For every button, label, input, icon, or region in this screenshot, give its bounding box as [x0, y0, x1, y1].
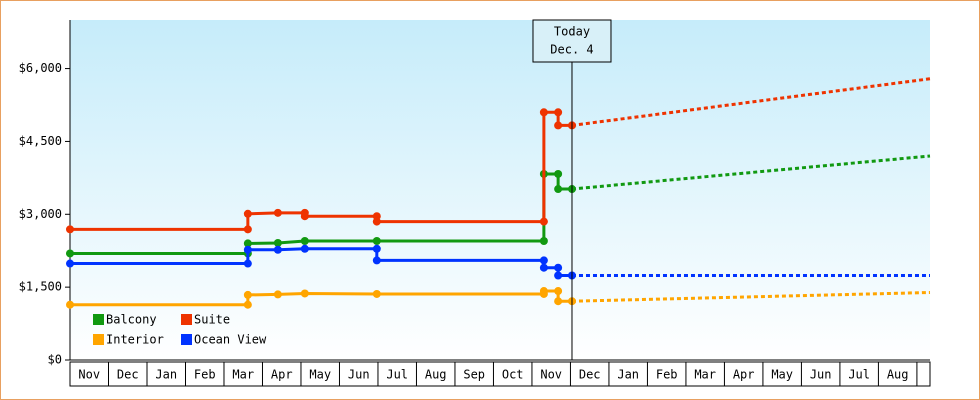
price-point	[273, 290, 282, 299]
x-axis-box	[69, 361, 931, 387]
x-tick-label: Nov	[78, 368, 100, 382]
x-tick-label: Jan	[617, 368, 639, 382]
price-point	[539, 108, 548, 117]
price-point	[554, 108, 563, 117]
x-tick-label: Feb	[656, 368, 678, 382]
price-point	[539, 287, 548, 296]
price-point	[243, 239, 252, 248]
legend-swatch	[93, 314, 104, 325]
x-tick-label: Jul	[386, 368, 408, 382]
legend-swatch	[181, 334, 192, 345]
price-point	[554, 271, 563, 280]
y-tick-label: $6,000	[19, 61, 62, 75]
y-tick-label: $1,500	[19, 280, 62, 294]
price-point	[243, 290, 252, 299]
price-point	[300, 244, 309, 253]
price-point	[539, 217, 548, 226]
today-box	[532, 19, 612, 63]
price-point	[243, 209, 252, 218]
plot-background	[70, 20, 930, 360]
price-point	[243, 245, 252, 254]
price-point	[539, 237, 548, 245]
x-tick-label: Sep	[463, 368, 485, 382]
price-point	[372, 256, 381, 265]
price-point	[372, 237, 381, 245]
price-point	[554, 121, 563, 130]
legend-swatch	[93, 334, 104, 345]
price-point	[554, 185, 563, 194]
price-point	[372, 244, 381, 253]
price-point	[372, 289, 381, 298]
x-tick-label: Jun	[810, 368, 832, 382]
x-tick-label: Jan	[155, 368, 177, 382]
price-point	[554, 169, 563, 178]
x-tick-label: Dec	[117, 368, 139, 382]
price-point	[273, 208, 282, 217]
price-point	[372, 217, 381, 226]
price-point	[66, 259, 74, 268]
price-point	[300, 212, 309, 221]
price-point	[243, 259, 252, 268]
legend-swatch	[181, 314, 192, 325]
x-tick-label: Nov	[540, 368, 562, 382]
x-tick-label: Dec	[579, 368, 601, 382]
legend-label: Interior	[106, 333, 164, 347]
x-tick-label: Jul	[848, 368, 870, 382]
x-tick-label: Jun	[348, 368, 370, 382]
legend-label: Balcony	[106, 313, 157, 327]
x-tick-label: Oct	[502, 368, 524, 382]
price-point	[300, 237, 309, 245]
price-point	[539, 263, 548, 272]
x-tick-label: Mar	[232, 368, 254, 382]
price-point	[539, 256, 548, 265]
y-tick-label: $4,500	[19, 134, 62, 148]
price-point	[66, 300, 74, 309]
y-tick-label: $3,000	[19, 207, 62, 221]
forecast-line	[571, 154, 931, 191]
legend-label: Ocean View	[194, 333, 267, 347]
x-tick-label: Feb	[194, 368, 216, 382]
x-tick-label: May	[309, 368, 331, 382]
price-point	[243, 300, 252, 309]
forecast-line	[571, 290, 931, 303]
price-point	[554, 297, 563, 306]
x-tick-label: Apr	[271, 368, 293, 382]
legend-label: Suite	[194, 313, 230, 327]
x-tick-label: Mar	[694, 368, 716, 382]
price-point	[554, 263, 563, 272]
price-point	[554, 287, 563, 296]
price-point	[66, 249, 74, 258]
x-tick-label: Aug	[425, 368, 447, 382]
today-date: Dec. 4	[550, 43, 593, 57]
x-tick-label: May	[771, 368, 793, 382]
price-point	[243, 225, 252, 234]
today-label: Today	[554, 25, 590, 39]
price-point	[66, 225, 74, 234]
x-tick-label: Aug	[887, 368, 909, 382]
x-tick-label: Apr	[733, 368, 755, 382]
price-point	[273, 245, 282, 254]
price-point	[300, 289, 309, 298]
y-tick-label: $0	[48, 353, 62, 367]
price-point	[273, 238, 282, 247]
